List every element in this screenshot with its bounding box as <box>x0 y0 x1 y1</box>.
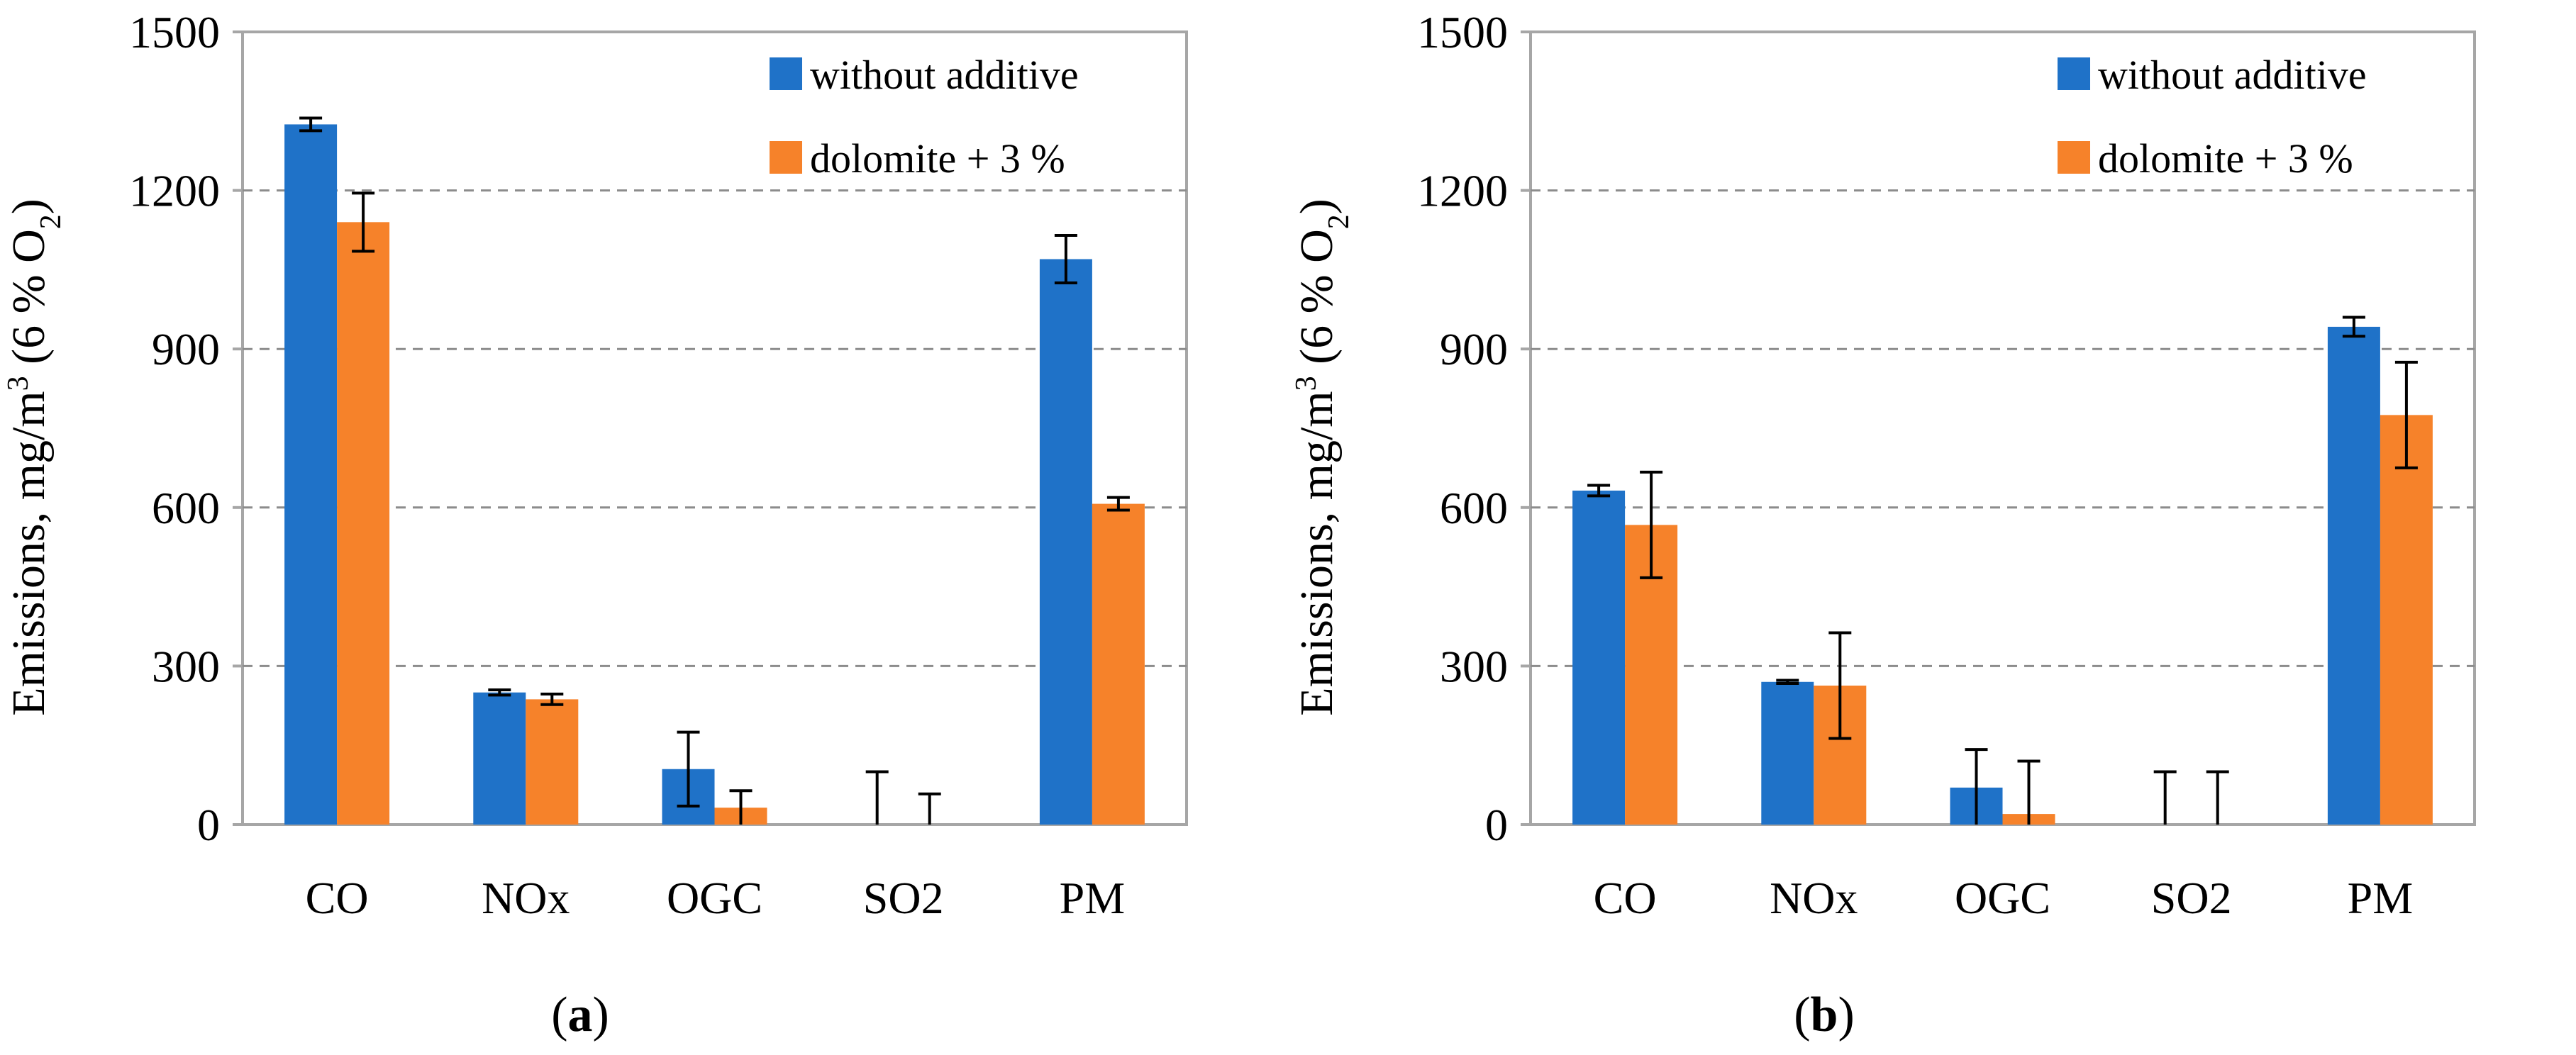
y-tick-label: 900 <box>152 324 220 374</box>
x-tick-label: OGC <box>667 873 762 923</box>
y-tick-label: 1200 <box>1417 166 1508 216</box>
error-bar <box>299 116 323 133</box>
x-tick-label: NOx <box>482 873 570 923</box>
bar-chart-b: Emissions, mg/m3 (6 % O2) 0 300 600 900 1200… <box>1290 7 2476 923</box>
panel-label-b: (b) <box>1794 988 1855 1042</box>
error-bar <box>2394 360 2418 469</box>
bar <box>526 699 579 825</box>
y-tick-label: 900 <box>1440 324 1508 374</box>
error-bar <box>2206 770 2229 825</box>
y-tick-label: 600 <box>1440 483 1508 533</box>
y-tick-label: 300 <box>152 641 220 691</box>
error-bar <box>352 191 375 253</box>
error-bar <box>918 792 941 825</box>
legend-swatch <box>770 141 802 174</box>
x-tick-label: CO <box>1594 873 1657 923</box>
x-tick-label: SO2 <box>2151 873 2232 923</box>
legend-swatch <box>2058 57 2090 90</box>
error-bar <box>1587 484 1611 498</box>
x-tick-label: OGC <box>1955 873 2050 923</box>
error-bar <box>1965 748 1988 825</box>
error-bar <box>2153 770 2177 825</box>
x-tick-label: PM <box>2348 873 2414 923</box>
legend-swatch <box>770 57 802 90</box>
x-tick-label: PM <box>1060 873 1126 923</box>
bar <box>473 692 526 825</box>
bar <box>2327 326 2380 825</box>
bar <box>1092 503 1145 825</box>
error-bar <box>488 688 511 697</box>
chart-panel-a: Emissions, mg/m3 (6 % O2) 0 300 600 900 1200… <box>2 7 1188 1042</box>
panel-label-a: (a) <box>551 988 609 1042</box>
error-bar <box>729 789 753 825</box>
y-tick-label: 300 <box>1440 641 1508 691</box>
bar <box>2380 415 2433 825</box>
x-tick-label: CO <box>306 873 369 923</box>
bar <box>284 124 338 825</box>
error-bar <box>677 730 700 808</box>
error-bar <box>865 770 889 825</box>
y-axis-label: Emissions, mg/m3 (6 % O2) <box>1290 199 1355 716</box>
y-axis-label: Emissions, mg/m3 (6 % O2) <box>2 199 67 716</box>
y-tick-label: 1200 <box>129 166 220 216</box>
x-tick-label: NOx <box>1770 873 1858 923</box>
y-tick-label: 0 <box>1485 800 1508 850</box>
x-tick-label: SO2 <box>863 873 944 923</box>
error-bar <box>540 692 564 706</box>
error-bar <box>2017 759 2041 825</box>
error-bar <box>1106 496 1130 512</box>
y-tick-label: 0 <box>197 800 220 850</box>
error-bar <box>1054 233 1077 285</box>
y-tick-label: 1500 <box>129 7 220 57</box>
legend-label: without additive <box>2098 52 2367 98</box>
bar <box>1761 681 1814 825</box>
y-tick-label: 1500 <box>1417 7 1508 57</box>
legend-label: dolomite + 3 % <box>2098 135 2353 182</box>
error-bar <box>2342 316 2365 338</box>
legend-label: without additive <box>810 52 1079 98</box>
bar <box>1572 490 1626 825</box>
bar <box>337 222 390 825</box>
bar <box>1039 259 1092 825</box>
legend-swatch <box>2058 141 2090 174</box>
legend-label: dolomite + 3 % <box>810 135 1065 182</box>
bar-chart-a: Emissions, mg/m3 (6 % O2) 0 300 600 900 1200… <box>2 7 1188 923</box>
error-bar <box>1640 470 1663 579</box>
y-tick-label: 600 <box>152 483 220 533</box>
chart-panel-b: Emissions, mg/m3 (6 % O2) 0 300 600 900 1200… <box>1288 0 2576 1055</box>
error-bar <box>1828 631 1852 740</box>
error-bar <box>1776 679 1799 685</box>
